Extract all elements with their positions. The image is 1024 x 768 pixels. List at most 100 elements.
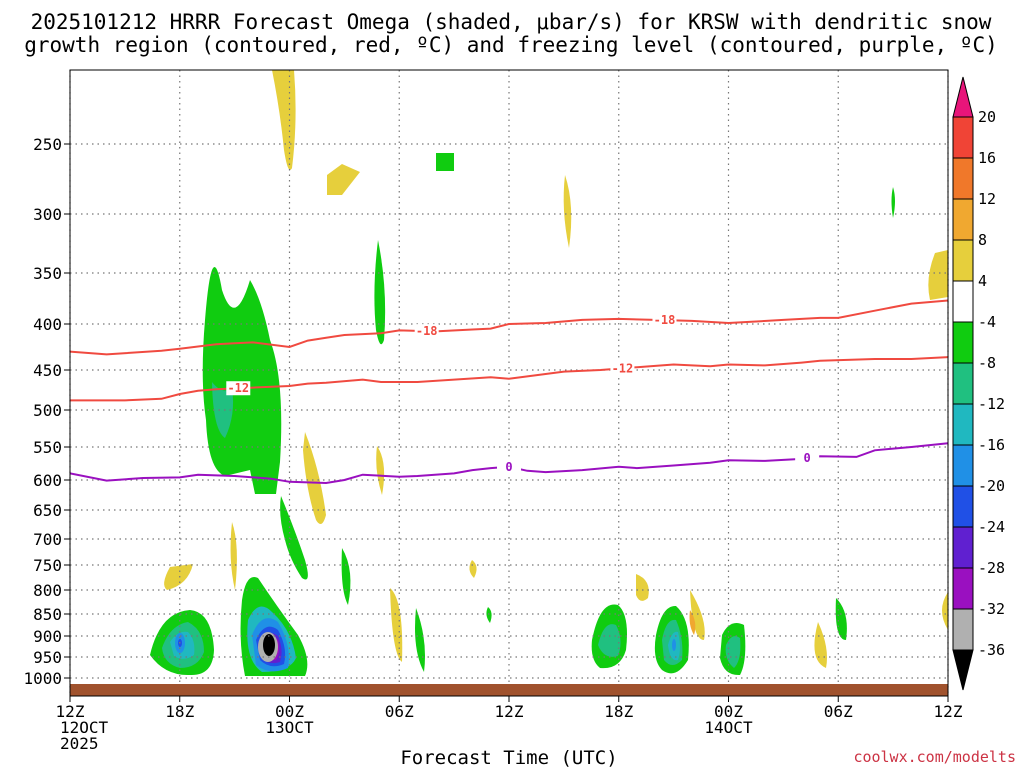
y-tick-label: 650	[33, 501, 62, 520]
ground-surface	[70, 684, 948, 696]
x-tick-label: 13OCT	[265, 718, 314, 737]
x-tick-label: 06Z	[824, 702, 853, 721]
colorbar-label: -20	[978, 477, 1005, 495]
colorbar-cell	[952, 116, 974, 159]
contour-label: -18	[416, 324, 438, 338]
colorbar: 20 16 12 8 4 -4 -8 -12 -16 -20 -24 -28 -32 -36	[952, 76, 1005, 691]
x-tick-label: 00Z	[275, 702, 304, 721]
colorbar-label: -32	[978, 600, 1005, 618]
omega-negative-region	[891, 187, 895, 218]
contour-label-bg	[497, 459, 521, 474]
contours: -18 -18 -12 -12 0 0	[70, 299, 948, 485]
contour-line	[70, 356, 948, 402]
x-tick-label: 12OCT	[60, 718, 109, 737]
colorbar-label: 4	[978, 272, 987, 290]
omega-positive-region	[690, 590, 705, 640]
y-axis: 250 300 350 400 450 500 550 600 650 700 750 800 850 9…	[23, 135, 70, 688]
contour-label: -12	[612, 361, 634, 375]
colorbar-cell	[952, 157, 974, 200]
contour-label-bg	[652, 313, 677, 328]
colorbar-cell	[952, 239, 974, 282]
omega-negative-region	[436, 153, 454, 171]
credit-link[interactable]: coolwx.com/modelts	[853, 748, 1016, 766]
colorbar-cell	[952, 76, 974, 118]
omega-negative-region	[374, 240, 386, 345]
colorbar-label: -12	[978, 395, 1005, 413]
omega-cyan-region	[212, 382, 234, 438]
chart-title-line2: growth region (contoured, red, ºC) and f…	[24, 33, 998, 57]
omega-negative-region	[415, 608, 425, 672]
omega-positive-region	[942, 592, 948, 630]
colorbar-cell	[952, 321, 974, 364]
omega-shading	[150, 70, 948, 676]
omega-positive-region	[928, 250, 948, 300]
y-tick-label: 950	[33, 648, 62, 667]
omega-negative-region	[202, 266, 282, 494]
colorbar-label: 20	[978, 108, 996, 126]
x-tick-label: 12Z	[495, 702, 524, 721]
contour-line	[70, 299, 948, 356]
y-tick-label: 700	[33, 530, 62, 549]
colorbar-label: 12	[978, 190, 996, 208]
x-tick-label: 12Z	[56, 702, 85, 721]
colorbar-label: 8	[978, 231, 987, 249]
y-tick-label: 450	[33, 361, 62, 380]
colorbar-cell	[952, 280, 974, 323]
colorbar-cell	[952, 198, 974, 241]
colorbar-label: -24	[978, 518, 1005, 536]
y-tick-label: 600	[33, 471, 62, 490]
contour-label-bg	[414, 324, 439, 339]
x-tick-label: 18Z	[165, 702, 194, 721]
colorbar-label: -4	[978, 313, 996, 331]
colorbar-label: -28	[978, 559, 1005, 577]
y-tick-label: 550	[33, 438, 62, 457]
omega-cyan-region	[725, 636, 741, 668]
contour-label: 0	[505, 460, 512, 474]
colorbar-label: -16	[978, 436, 1005, 454]
contour-label-bg	[610, 361, 635, 376]
contour-label: -12	[227, 381, 249, 395]
omega-black-core	[263, 634, 275, 656]
omega-positive-region	[469, 560, 477, 578]
omega-positive-region	[689, 610, 696, 635]
omega-blue-core	[672, 639, 676, 651]
omega-negative-region	[486, 607, 492, 623]
x-axis-title: Forecast Time (UTC)	[400, 747, 617, 768]
omega-negative-region	[835, 598, 847, 640]
colorbar-cell	[952, 485, 974, 528]
x-tick-label: 2025	[60, 734, 99, 753]
colorbar-cell	[952, 649, 974, 691]
contour-label: -18	[654, 313, 676, 327]
y-tick-label: 850	[33, 605, 62, 624]
y-tick-label: 250	[33, 135, 62, 154]
x-tick-label: 12Z	[934, 702, 963, 721]
y-tick-label: 800	[33, 581, 62, 600]
colorbar-cell	[952, 608, 974, 651]
omega-positive-region	[303, 432, 326, 524]
omega-positive-region	[376, 446, 385, 495]
x-tick-label: 18Z	[604, 702, 633, 721]
contour-line	[70, 442, 948, 485]
y-tick-label: 300	[33, 205, 62, 224]
omega-positive-region	[327, 164, 360, 195]
colorbar-label: 16	[978, 149, 996, 167]
omega-cyan-region	[598, 624, 621, 657]
omega-negative-region	[280, 496, 308, 580]
contour-label-bg	[226, 381, 251, 396]
y-tick-label: 900	[33, 627, 62, 646]
colorbar-label: -36	[978, 641, 1005, 659]
colorbar-cell	[952, 526, 974, 569]
colorbar-cell	[952, 444, 974, 487]
colorbar-cell	[952, 362, 974, 405]
colorbar-cell	[952, 403, 974, 446]
y-tick-label: 750	[33, 556, 62, 575]
contour-label: 0	[804, 451, 811, 465]
y-tick-label: 1000	[23, 669, 62, 688]
colorbar-cell	[952, 567, 974, 610]
omega-negative-region	[341, 548, 351, 605]
omega-positive-region	[636, 574, 649, 601]
x-tick-label: 06Z	[385, 702, 414, 721]
y-tick-label: 350	[33, 264, 62, 283]
